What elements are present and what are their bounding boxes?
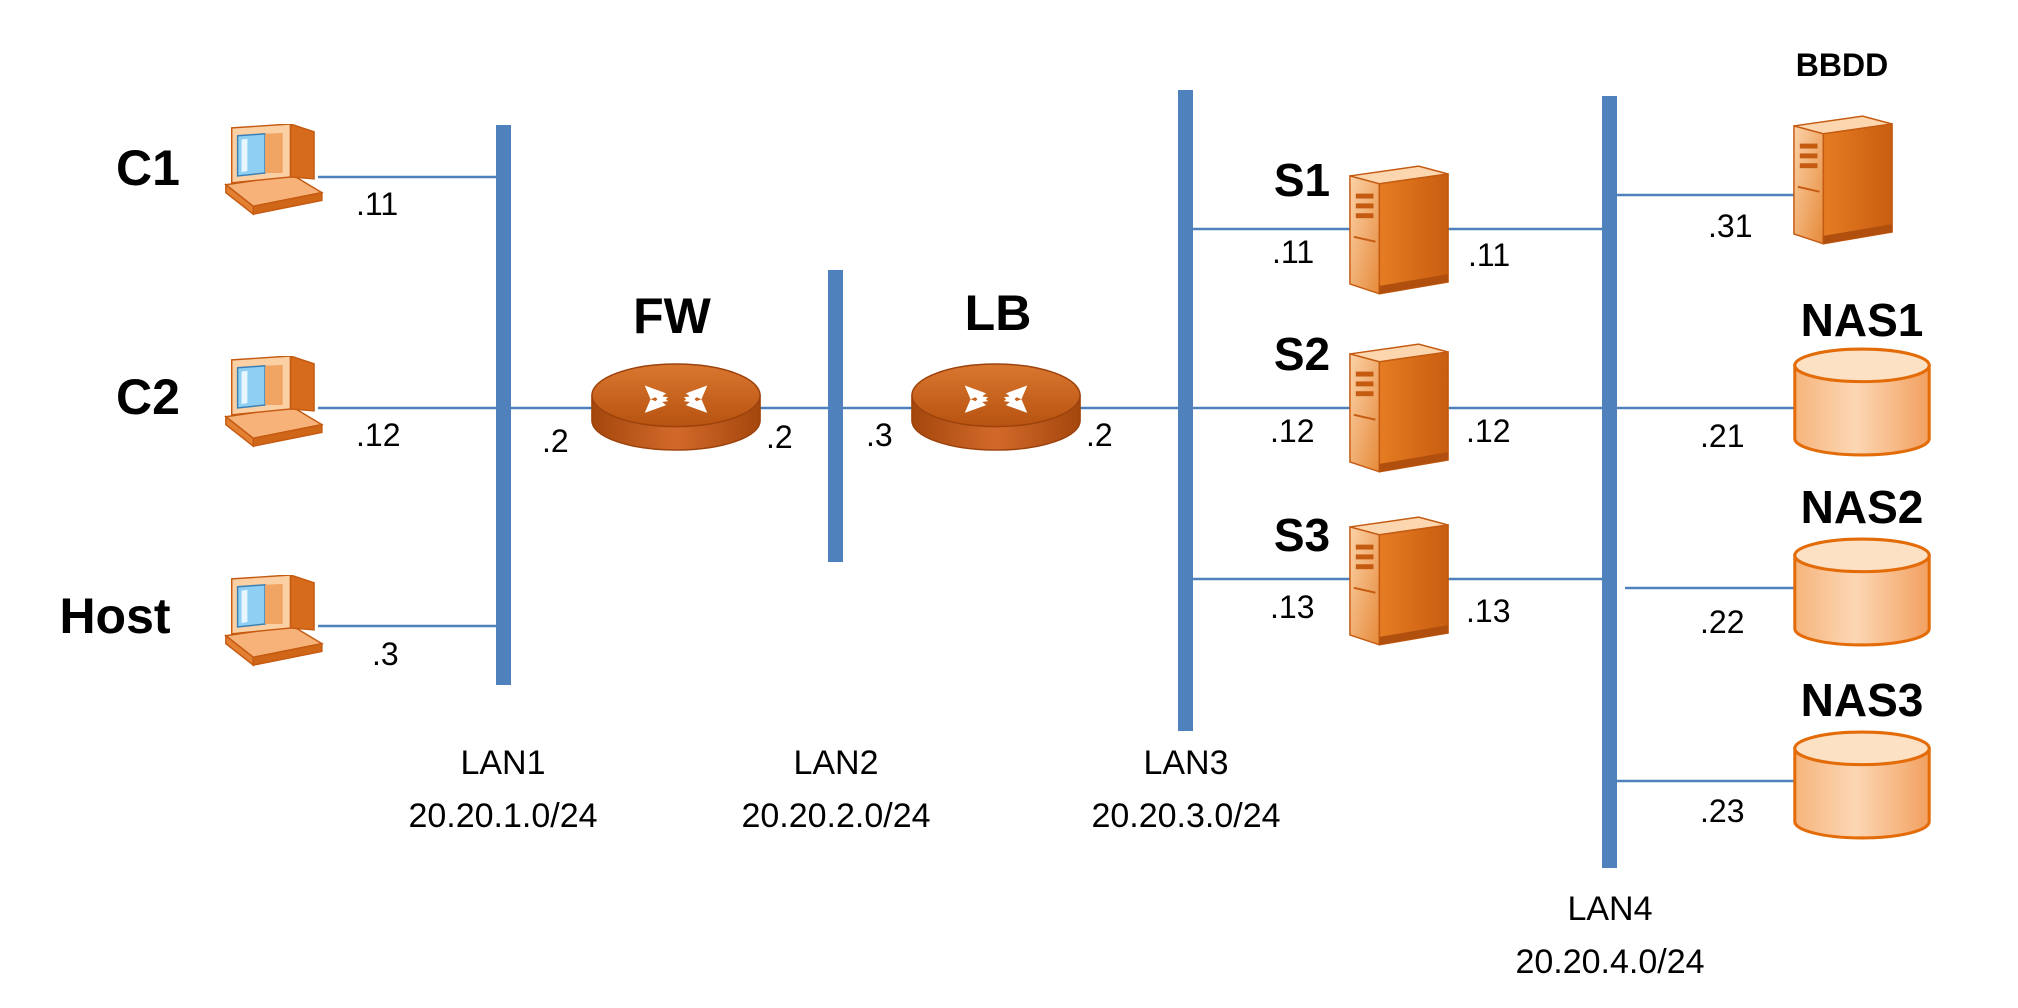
s3-label: S3 (1274, 509, 1330, 561)
s1-server-icon (1348, 165, 1450, 295)
nas1-label: NAS1 (1801, 294, 1924, 346)
c1-workstation-icon (225, 124, 323, 215)
nas2-label: NAS2 (1801, 481, 1924, 533)
s3-lan3-ip: .13 (1270, 589, 1314, 625)
bbdd-server-icon (1792, 115, 1894, 245)
lan3-name: LAN3 (1143, 744, 1228, 782)
nas1-ip: .21 (1700, 418, 1744, 454)
lan2-name: LAN2 (793, 744, 878, 782)
c1-label: C1 (116, 140, 180, 196)
lan2-network: 20.20.2.0/24 (741, 797, 930, 835)
nas3-label: NAS3 (1801, 674, 1924, 726)
nas3-ip: .23 (1700, 793, 1744, 829)
c2-label: C2 (116, 369, 180, 425)
fw-router-icon (591, 363, 761, 451)
lan4-network: 20.20.4.0/24 (1515, 943, 1704, 981)
fw-lan1-ip: .2 (542, 423, 569, 459)
lan2-bus (828, 270, 843, 562)
lb-lan2-ip: .3 (866, 417, 893, 453)
lan1-name: LAN1 (460, 744, 545, 782)
c1-ip: .11 (356, 186, 398, 222)
lan1-bus (496, 125, 511, 685)
nas2-ip: .22 (1700, 604, 1744, 640)
s2-lan4-ip: .12 (1466, 413, 1510, 449)
lan4-name: LAN4 (1567, 890, 1652, 928)
lb-lan3-ip: .2 (1086, 417, 1113, 453)
lb-label: LB (965, 285, 1032, 341)
bbdd-ip: .31 (1708, 208, 1752, 244)
lb-router-icon (911, 363, 1081, 451)
s1-lan4-ip: .11 (1468, 237, 1510, 273)
host-label: Host (59, 588, 170, 644)
c2-ip: .12 (356, 417, 400, 453)
s3-server-icon (1348, 516, 1450, 646)
lan1-network: 20.20.1.0/24 (408, 797, 597, 835)
s2-lan3-ip: .12 (1270, 413, 1314, 449)
lan3-bus (1178, 90, 1193, 731)
lan4-bus (1602, 96, 1617, 868)
nas3-storage-icon (1793, 730, 1931, 840)
s1-lan3-ip: .11 (1272, 234, 1314, 270)
nas2-storage-icon (1793, 537, 1931, 647)
bbdd-label: BBDD (1796, 47, 1888, 83)
host-workstation-icon (225, 575, 323, 666)
s1-label: S1 (1274, 154, 1330, 206)
nas1-storage-icon (1793, 347, 1931, 457)
s2-server-icon (1348, 343, 1450, 473)
c2-workstation-icon (225, 356, 323, 447)
s3-lan4-ip: .13 (1466, 593, 1510, 629)
fw-label: FW (633, 288, 712, 344)
fw-lan2-ip: .2 (766, 419, 793, 455)
host-ip: .3 (372, 636, 399, 672)
lan3-network: 20.20.3.0/24 (1091, 797, 1280, 835)
s2-label: S2 (1274, 328, 1330, 380)
